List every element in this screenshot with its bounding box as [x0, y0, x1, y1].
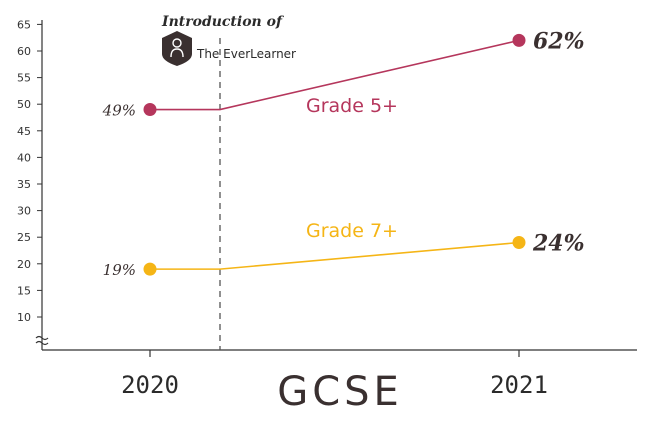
series-label: Grade 7+ — [306, 220, 398, 242]
data-label: 19% — [103, 261, 136, 279]
y-tick-label: 20 — [17, 258, 31, 271]
y-tick-label: 50 — [17, 98, 31, 111]
branding: Introduction of The EverLearner — [161, 14, 296, 66]
series-line — [150, 241, 520, 270]
chart-axes — [35, 20, 637, 351]
intro-text: Introduction of — [161, 14, 285, 30]
data-label: 24% — [532, 231, 585, 257]
y-axis-break-icon — [35, 335, 49, 346]
y-tick-label: 65 — [17, 18, 31, 31]
data-label: 62% — [533, 28, 585, 54]
series-1: 19% 24% Grade 7+ — [103, 220, 585, 279]
brand-name: The EverLearner — [196, 47, 296, 61]
y-tick-label: 60 — [17, 45, 31, 58]
data-point — [143, 103, 157, 117]
series-line — [150, 39, 520, 111]
series-layer: 49% 62% Grade 5+ 19% 24% Grade 7+ — [102, 28, 585, 279]
y-tick-label: 25 — [17, 231, 31, 244]
y-tick-label: 40 — [17, 151, 31, 164]
x-axis-label: GCSE — [277, 369, 403, 415]
x-ticks: 2020 2021 — [121, 350, 548, 399]
x-tick-label: 2021 — [490, 371, 548, 399]
series-0: 49% 62% Grade 5+ — [102, 28, 585, 119]
y-ticks: 10 15 20 25 30 35 40 45 50 55 60 65 — [17, 18, 42, 324]
data-point — [512, 236, 526, 250]
person-badge-icon — [162, 31, 192, 66]
y-tick-label: 45 — [17, 125, 31, 138]
y-tick-label: 10 — [17, 311, 31, 324]
data-point — [512, 33, 526, 47]
y-tick-label: 55 — [17, 72, 31, 85]
series-label: Grade 5+ — [306, 95, 398, 117]
x-tick-label: 2020 — [121, 371, 179, 399]
data-label: 49% — [102, 102, 136, 120]
y-tick-label: 35 — [17, 178, 31, 191]
data-point — [143, 262, 157, 276]
y-tick-label: 15 — [17, 284, 31, 297]
y-tick-label: 30 — [17, 205, 31, 218]
